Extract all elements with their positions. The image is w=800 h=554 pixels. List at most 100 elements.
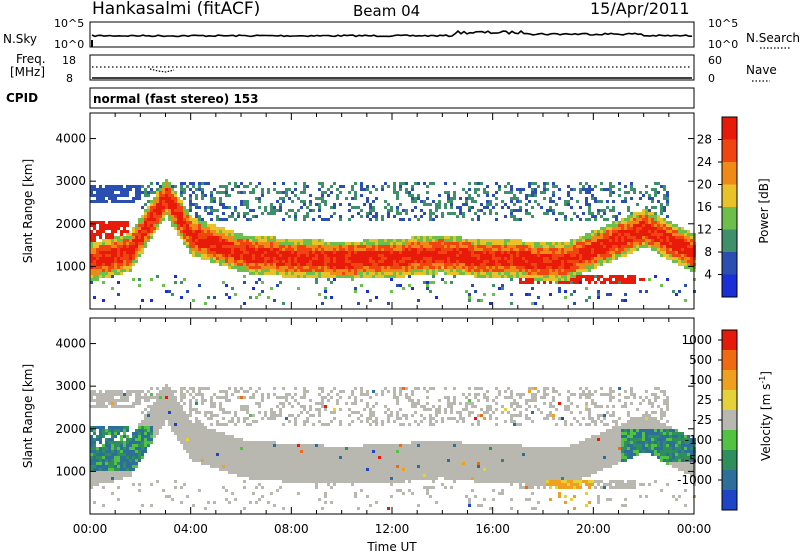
power-cell [588,251,591,254]
power-cell [411,260,414,263]
power-cell [480,254,483,257]
power-cell [621,218,624,221]
power-cell [216,254,219,257]
power-cell [678,290,681,293]
power-cell [270,263,273,266]
power-cell [681,227,684,230]
power-cell [300,200,303,203]
power-cell [204,257,207,260]
velocity-cell [285,447,288,450]
power-cell [147,215,150,218]
power-cell [237,239,240,242]
power-cell [417,236,420,239]
power-cell [615,257,618,260]
power-cell [309,263,312,266]
power-cell [558,248,561,251]
power-cell [231,263,234,266]
velocity-cell [255,465,258,468]
power-cell [414,197,417,200]
power-cell [579,248,582,251]
power-cell [240,260,243,263]
power-cell [567,242,570,245]
power-cell [135,233,138,236]
velocity-cell [141,396,144,399]
power-cell [282,254,285,257]
power-cell [111,230,114,233]
power-cell [384,269,387,272]
velocity-cell [141,504,144,507]
power-cell [579,278,582,281]
velocity-cell [168,417,171,420]
velocity-cell [144,444,147,447]
power-cell [516,239,519,242]
power-cell [99,227,102,230]
power-cell [579,272,582,275]
power-cell [312,218,315,221]
power-cell [282,302,285,305]
power-cell [621,275,624,278]
velocity-cell [177,423,180,426]
power-cell [129,257,132,260]
velocity-cell [171,393,174,396]
power-cell [543,269,546,272]
power-cell [609,245,612,248]
velocity-cell [96,465,99,468]
power-colorbar [718,116,738,298]
velocity-cell [96,480,99,483]
power-cell [138,188,141,191]
power-cell [213,224,216,227]
power-cell [345,257,348,260]
power-cell [480,269,483,272]
power-cell [645,215,648,218]
power-cell [294,194,297,197]
velocity-cell [246,453,249,456]
velocity-cell [180,441,183,444]
power-cell [627,251,630,254]
velocity-cell [135,402,138,405]
power-cell [321,257,324,260]
velocity-cell [120,471,123,474]
power-cell [675,245,678,248]
power-cell [207,248,210,251]
power-cell [294,245,297,248]
velocity-cell [201,462,204,465]
velocity-cell [99,429,102,432]
power-cell [564,263,567,266]
power-cell [648,194,651,197]
power-cell [615,215,618,218]
power-cell [429,254,432,257]
power-cell [393,275,396,278]
power-cell [423,281,426,284]
power-cell [135,197,138,200]
velocity-cell [90,426,93,429]
power-cell [459,263,462,266]
power-cell [585,188,588,191]
power-cell [375,245,378,248]
power-cell [483,206,486,209]
power-cell [351,257,354,260]
velocity-cell [138,489,141,492]
power-cell [216,257,219,260]
noise-right-tick-top: 10^5 [708,17,738,30]
power-cell [252,191,255,194]
velocity-cell [120,399,123,402]
power-cell [474,200,477,203]
velocity-cell [93,405,96,408]
velocity-cell [102,432,105,435]
power-cell [282,251,285,254]
power-cell [105,236,108,239]
power-cell [120,230,123,233]
power-cell [189,224,192,227]
power-cell [354,197,357,200]
velocity-cell [126,447,129,450]
power-cell [597,236,600,239]
velocity-cell [270,456,273,459]
power-cell [435,254,438,257]
power-cell [411,194,414,197]
power-cell [141,206,144,209]
power-cell [672,233,675,236]
power-cell [153,200,156,203]
power-cell [162,188,165,191]
power-cell [177,221,180,224]
power-cell [408,248,411,251]
